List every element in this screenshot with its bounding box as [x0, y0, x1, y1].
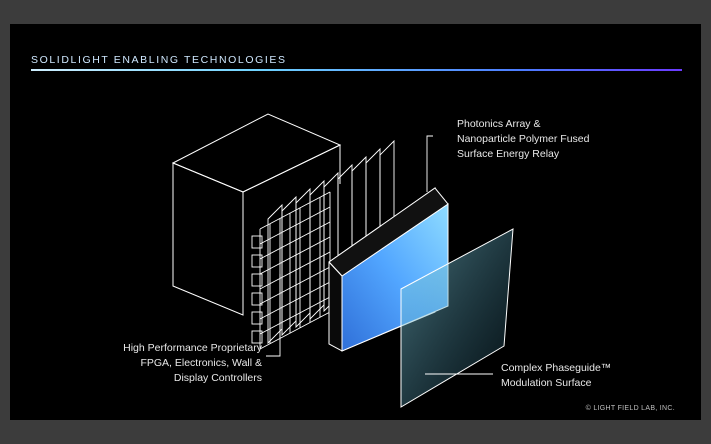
fin-plate: [295, 187, 311, 329]
grid-line: [259, 251, 331, 290]
copyright-notice: © LIGHT FIELD LAB, INC.: [585, 405, 675, 412]
label-line: High Performance Proprietary: [123, 342, 262, 354]
electronics-housing-box: [171, 113, 342, 316]
label-fpga-electronics: High Performance Proprietary FPGA, Elect…: [50, 341, 262, 386]
connector-block: [251, 273, 263, 287]
grid-line: [259, 191, 331, 230]
label-phaseguide: Complex Phaseguide™ Modulation Surface: [501, 361, 671, 391]
label-line: Display Controllers: [173, 372, 262, 384]
title-underline: [31, 69, 682, 71]
grid-line: [259, 311, 331, 350]
grid-line: [259, 221, 331, 260]
slide: SOLIDLIGHT ENABLING TECHNOLOGIES: [10, 24, 701, 420]
leader-photonics: [426, 135, 433, 192]
connector-block: [251, 311, 263, 325]
fin-plate: [281, 195, 297, 337]
grid-line: [259, 296, 331, 335]
grid-line: [259, 266, 331, 305]
connector-blocks: [251, 235, 263, 344]
label-line: Photonics Array &: [457, 118, 541, 130]
connector-block: [251, 235, 263, 249]
grid-line: [259, 206, 331, 245]
connector-block: [251, 254, 263, 268]
phaseguide-surface: [400, 228, 514, 408]
callout-leaders: [266, 135, 493, 375]
connector-block: [251, 292, 263, 306]
label-photonics-relay: Photonics Array & Nanoparticle Polymer F…: [457, 117, 627, 162]
connector-block: [251, 330, 263, 344]
leader-fpga: [266, 274, 281, 357]
label-line: Nanoparticle Polymer Fused: [457, 133, 590, 145]
grid-line: [259, 281, 331, 320]
label-line: Complex Phaseguide™: [501, 362, 612, 374]
label-line: FPGA, Electronics, Wall &: [140, 357, 262, 369]
slide-title: SOLIDLIGHT ENABLING TECHNOLOGIES: [31, 54, 287, 66]
grid-line: [259, 236, 331, 275]
exploded-display-diagram: [171, 113, 514, 408]
label-line: Surface Energy Relay: [457, 148, 560, 160]
label-line: Modulation Surface: [501, 377, 592, 389]
